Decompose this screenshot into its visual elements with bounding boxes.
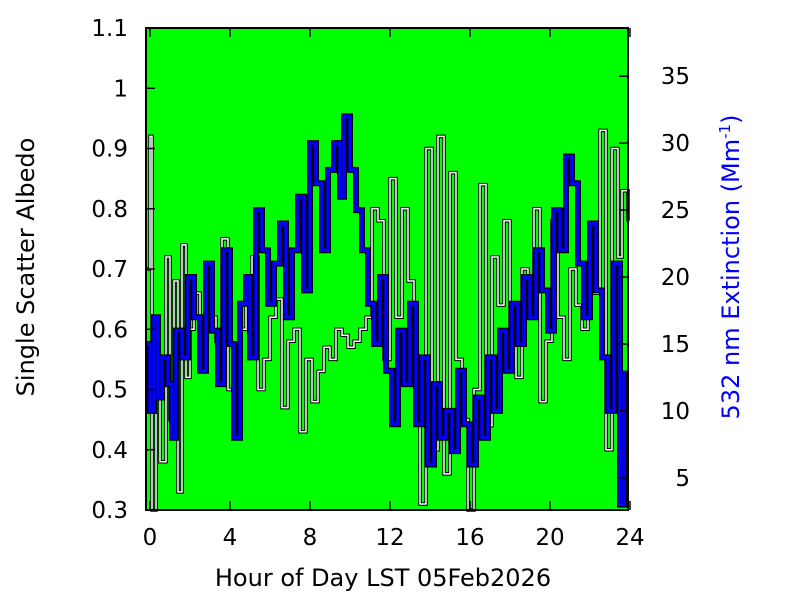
x-tick-label: 12 — [375, 525, 404, 551]
y-axis-label-right: 532 nm Extinction (Mm-1) — [716, 115, 745, 420]
y-axis-label-right-main: 532 nm Extinction (Mm — [717, 139, 745, 420]
y-left-tick-label: 0.6 — [91, 317, 128, 343]
y-left-tick-label: 0.5 — [91, 378, 128, 404]
x-tick-label: 8 — [303, 525, 318, 551]
y-left-tick-label: 1.1 — [91, 16, 128, 42]
y-right-tick-label: 10 — [661, 399, 690, 425]
series-layer — [146, 113, 630, 512]
y-left-tick-label: 1 — [113, 76, 128, 102]
y-right-tick-label: 20 — [661, 265, 690, 291]
y-left-tick-label: 0.3 — [91, 498, 128, 524]
x-axis-label: Hour of Day LST 05Feb2026 — [215, 564, 551, 592]
y-left-tick-label: 0.9 — [91, 137, 128, 163]
x-tick-label: 0 — [143, 525, 158, 551]
y-right-tick-label: 35 — [661, 64, 690, 90]
axes-layer: 0 4 8 12 16 20 24 0.3 0.4 0.5 0.6 0.7 0.8 0.9 1 1.1 5 10 1… — [91, 16, 690, 551]
x-tick-label: 16 — [455, 525, 484, 551]
y-right-tick-label: 30 — [661, 131, 690, 157]
y-axis-label-right-sup: -1 — [716, 124, 734, 139]
x-tick-label: 4 — [223, 525, 238, 551]
x-tick-label: 20 — [535, 525, 564, 551]
y-left-tick-label: 0.4 — [91, 438, 128, 464]
series-2-line — [146, 114, 626, 507]
y-left-tick-label: 0.7 — [91, 257, 128, 283]
x-tick-label: 24 — [615, 525, 644, 551]
y-axis-label-right-close: ) — [717, 115, 745, 124]
y-axis-label-left: Single Scatter Albedo — [12, 138, 40, 397]
y-right-tick-label: 25 — [661, 198, 690, 224]
y-right-tick-label: 5 — [675, 466, 690, 492]
y-left-tick-label: 0.8 — [91, 197, 128, 223]
y-right-tick-label: 15 — [661, 332, 690, 358]
